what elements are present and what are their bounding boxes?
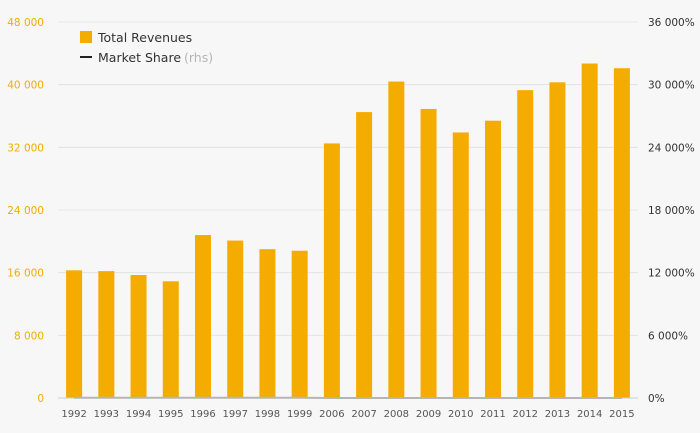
left-axis-tick-label: 8 000: [14, 330, 44, 342]
bar-total-revenues: [452, 132, 469, 398]
x-axis-tick-label: 2008: [384, 409, 409, 420]
x-axis-tick-label: 1992: [61, 409, 86, 420]
x-axis-tick-label: 1996: [190, 409, 215, 420]
right-axis-tick-label: 0%: [648, 393, 665, 405]
x-axis-tick-label: 2013: [545, 409, 570, 420]
left-axis-tick-label: 0: [37, 393, 44, 405]
bar-total-revenues: [98, 271, 115, 398]
right-axis-tick-label: 18 000%: [648, 205, 695, 217]
legend-label-total-revenues: Total Revenues: [98, 29, 193, 45]
legend-item-total-revenues: Total Revenues: [80, 27, 213, 47]
bar-total-revenues: [388, 81, 405, 399]
bar-total-revenues: [485, 120, 501, 398]
right-axis-tick-label: 24 000%: [648, 142, 695, 154]
bar-total-revenues: [130, 275, 147, 398]
x-axis-tick-label: 2014: [577, 409, 602, 420]
legend-swatch-market-share: [80, 56, 92, 58]
legend-item-market-share: Market Share (rhs): [80, 47, 213, 67]
x-axis-tick-label: 1993: [94, 409, 119, 420]
bar-total-revenues: [291, 250, 308, 398]
right-axis-tick-label: 6 000%: [648, 330, 688, 342]
legend-label-rhs-suffix: (rhs): [184, 49, 214, 65]
left-axis-tick-label: 24 000: [7, 205, 44, 217]
bar-total-revenues: [549, 82, 566, 399]
legend: Total Revenues Market Share (rhs): [80, 27, 213, 67]
legend-label-market-share: Market Share: [98, 49, 182, 65]
x-axis-tick-label: 2012: [512, 409, 537, 420]
x-axis-tick-label: 1999: [287, 409, 312, 420]
left-axis-tick-label: 40 000: [7, 80, 44, 92]
x-axis-tick-label: 2006: [319, 409, 344, 420]
right-axis-tick-label: 36 000%: [648, 17, 695, 29]
bar-total-revenues: [227, 240, 244, 398]
x-axis-tick-label: 2007: [351, 409, 376, 420]
left-axis-tick-label: 16 000: [7, 268, 44, 280]
bar-total-revenues: [162, 281, 179, 398]
bar-total-revenues: [581, 63, 598, 399]
x-axis-tick-label: 1998: [255, 409, 280, 420]
bar-total-revenues: [420, 108, 437, 398]
bar-total-revenues: [66, 270, 83, 398]
right-axis-tick-label: 12 000%: [648, 268, 695, 280]
legend-swatch-total-revenues: [80, 31, 92, 43]
x-axis-tick-label: 1994: [126, 409, 151, 420]
bar-total-revenues: [613, 68, 630, 398]
x-axis-tick-label: 2011: [480, 409, 505, 420]
left-axis-tick-label: 32 000: [7, 142, 44, 154]
bar-total-revenues: [259, 249, 276, 398]
left-axis-tick-label: 48 000: [7, 17, 44, 29]
bar-total-revenues: [195, 235, 211, 398]
x-axis-tick-label: 1997: [222, 409, 247, 420]
x-axis-tick-label: 2010: [448, 409, 473, 420]
x-axis-tick-label: 2009: [416, 409, 441, 420]
right-axis-tick-label: 30 000%: [648, 80, 695, 92]
bar-total-revenues: [356, 112, 373, 398]
x-axis-tick-label: 2015: [609, 409, 634, 420]
bar-total-revenues: [323, 143, 340, 398]
x-axis-tick-label: 1995: [158, 409, 183, 420]
bar-total-revenues: [517, 90, 534, 399]
